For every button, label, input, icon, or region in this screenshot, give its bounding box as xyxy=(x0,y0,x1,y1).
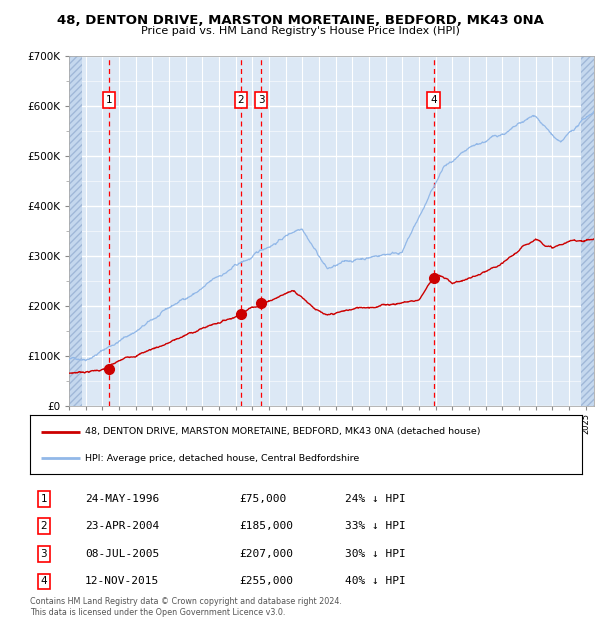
Text: Contains HM Land Registry data © Crown copyright and database right 2024.
This d: Contains HM Land Registry data © Crown c… xyxy=(30,598,342,617)
Text: £75,000: £75,000 xyxy=(240,494,287,504)
Bar xyxy=(581,56,594,406)
Text: £255,000: £255,000 xyxy=(240,577,294,587)
Text: 1: 1 xyxy=(106,95,112,105)
Text: 23-APR-2004: 23-APR-2004 xyxy=(85,521,160,531)
Text: Price paid vs. HM Land Registry's House Price Index (HPI): Price paid vs. HM Land Registry's House … xyxy=(140,26,460,36)
Text: £185,000: £185,000 xyxy=(240,521,294,531)
Text: 48, DENTON DRIVE, MARSTON MORETAINE, BEDFORD, MK43 0NA (detached house): 48, DENTON DRIVE, MARSTON MORETAINE, BED… xyxy=(85,427,481,436)
Text: £207,000: £207,000 xyxy=(240,549,294,559)
Text: 1: 1 xyxy=(40,494,47,504)
Text: 4: 4 xyxy=(40,577,47,587)
Text: HPI: Average price, detached house, Central Bedfordshire: HPI: Average price, detached house, Cent… xyxy=(85,454,359,463)
Text: 2: 2 xyxy=(238,95,244,105)
Bar xyxy=(69,56,82,406)
Text: 2: 2 xyxy=(40,521,47,531)
Text: 40% ↓ HPI: 40% ↓ HPI xyxy=(344,577,406,587)
Text: 48, DENTON DRIVE, MARSTON MORETAINE, BEDFORD, MK43 0NA: 48, DENTON DRIVE, MARSTON MORETAINE, BED… xyxy=(56,14,544,27)
Text: 30% ↓ HPI: 30% ↓ HPI xyxy=(344,549,406,559)
Text: 24-MAY-1996: 24-MAY-1996 xyxy=(85,494,160,504)
Text: 24% ↓ HPI: 24% ↓ HPI xyxy=(344,494,406,504)
Text: 3: 3 xyxy=(257,95,265,105)
Text: 08-JUL-2005: 08-JUL-2005 xyxy=(85,549,160,559)
Text: 33% ↓ HPI: 33% ↓ HPI xyxy=(344,521,406,531)
Text: 3: 3 xyxy=(40,549,47,559)
Text: 4: 4 xyxy=(430,95,437,105)
Text: 12-NOV-2015: 12-NOV-2015 xyxy=(85,577,160,587)
